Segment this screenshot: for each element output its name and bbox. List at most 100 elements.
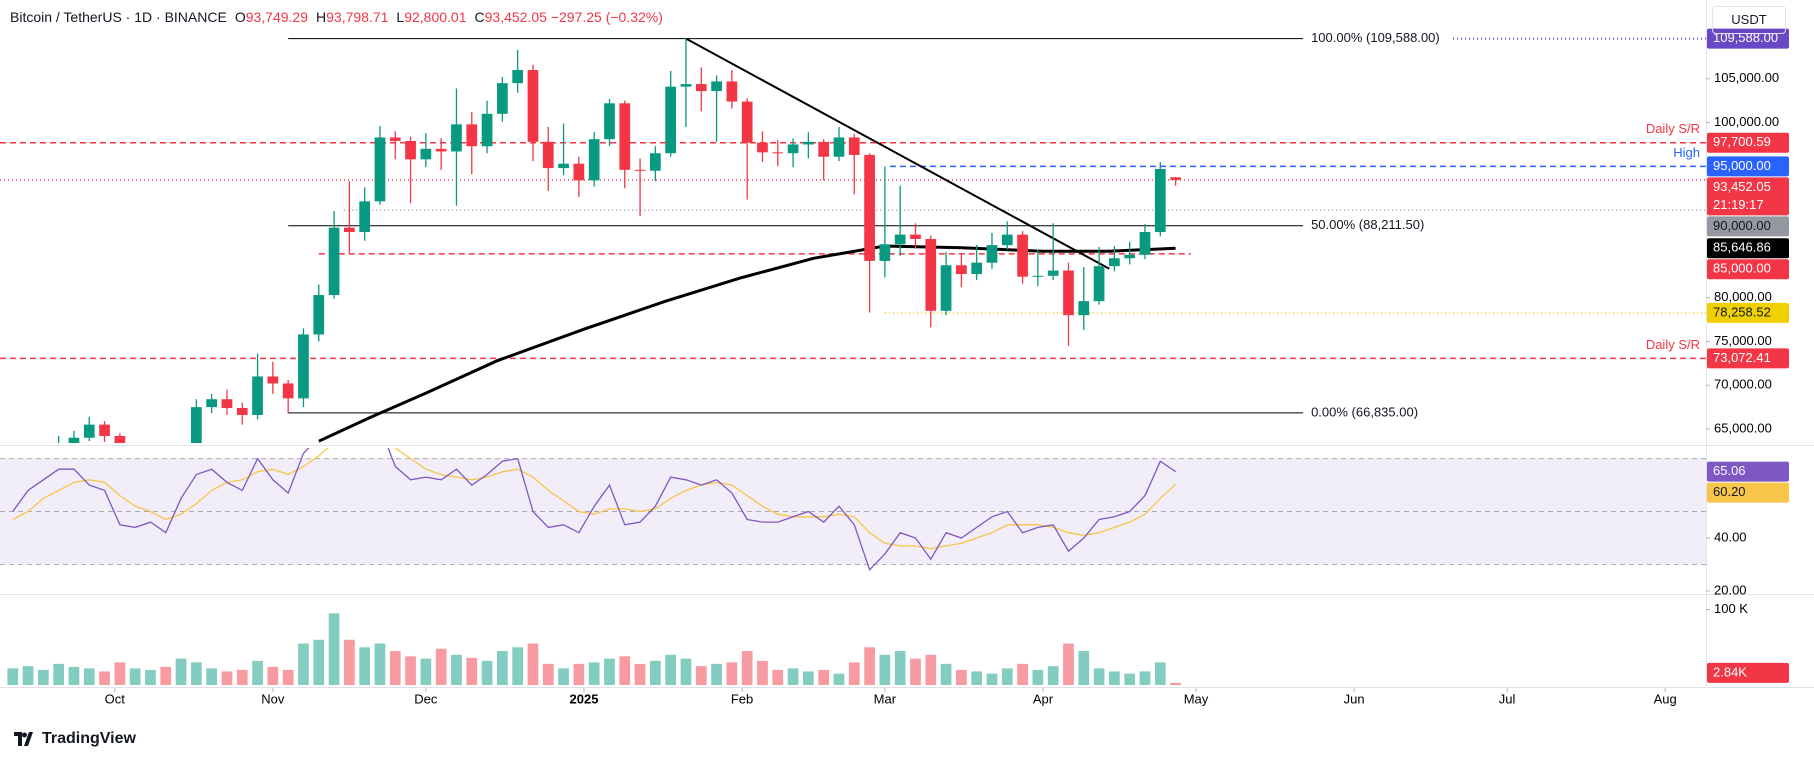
x-tick-label: Aug (1654, 691, 1677, 706)
volume-bar (420, 658, 432, 685)
candle-body (191, 407, 202, 443)
volume-bar (588, 662, 600, 685)
candle-body (803, 141, 814, 145)
volume-bar (1017, 663, 1028, 685)
candle-body (741, 101, 753, 143)
volume-bar (650, 660, 661, 685)
level-note: High (1673, 145, 1700, 160)
candle-body (619, 103, 631, 170)
volume-bar (129, 668, 141, 685)
volume-bar (7, 668, 19, 685)
volume-bar (558, 668, 569, 685)
candle-body (405, 140, 416, 160)
brand: TradingView (14, 730, 136, 748)
ohlc-value: 93,749.29 (245, 9, 308, 25)
price-badge-label: 93,452.05 (1713, 179, 1771, 194)
candle-body (818, 141, 830, 157)
volume-bar (925, 654, 937, 685)
price-badge-label: 95,000.00 (1713, 158, 1771, 173)
candle-body (757, 142, 768, 153)
currency-button[interactable]: USDT (1712, 6, 1786, 34)
volume-bar (313, 639, 325, 685)
candle-body (389, 137, 401, 141)
volume-bar (879, 654, 891, 685)
brand-logo (14, 732, 33, 746)
price-badge (1707, 461, 1789, 482)
price-badge (1707, 238, 1789, 259)
candle-body (481, 113, 493, 147)
candle-body (879, 244, 891, 261)
price-badge (1707, 302, 1789, 323)
fib-label: 50.00% (88,211.50) (1311, 217, 1424, 232)
volume-bar (175, 658, 187, 685)
candle-body (1124, 254, 1136, 259)
volume-bar (757, 660, 768, 685)
volume-bar (1139, 671, 1151, 685)
x-tick-label: Mar (874, 691, 897, 706)
price-badge-label: 85,000.00 (1713, 261, 1771, 276)
candle-body (695, 84, 707, 92)
volume-bar (527, 643, 539, 685)
y-tick-label: 70,000.00 (1714, 377, 1772, 392)
volume-bar (282, 669, 294, 685)
candle-body (206, 399, 218, 408)
candle-body (252, 376, 263, 415)
candle-body (435, 148, 447, 152)
volume-bar (374, 643, 386, 685)
rsi-ma-line (12, 448, 1177, 550)
x-tick-label: Oct (105, 691, 126, 706)
candle-body (512, 70, 524, 84)
volume-bar (451, 654, 462, 685)
price-badge (1707, 132, 1789, 153)
ohlc-key: C (474, 9, 485, 25)
candle-body (986, 245, 998, 263)
volume-bar (1063, 643, 1074, 685)
ma-line (318, 244, 1176, 443)
volume-bar (221, 671, 233, 685)
candle-body (558, 163, 569, 169)
brand-name: TradingView (42, 730, 136, 747)
volume-bar (405, 656, 416, 685)
candle-body (588, 139, 600, 181)
candle-body (1170, 177, 1181, 180)
price-badge-label: 2.84K (1713, 664, 1747, 679)
candle-body (221, 399, 233, 408)
candle-body (497, 83, 508, 114)
candle-body (451, 124, 462, 152)
volume-bar (864, 647, 875, 685)
volume-bar (37, 669, 49, 685)
ohlc-key: O (234, 9, 246, 25)
candle-body (344, 227, 355, 233)
volume-bar (1093, 668, 1105, 685)
x-tick-label: Feb (731, 691, 753, 706)
volume-bar (772, 669, 784, 685)
x-tick-label: Dec (414, 691, 438, 706)
volume-bar (114, 662, 126, 685)
volume-bar (1170, 682, 1181, 685)
candle-body (313, 295, 325, 335)
y-tick-label: 20.00 (1714, 582, 1747, 597)
level-note: Daily S/R (1646, 121, 1700, 136)
volume-bar (53, 663, 65, 685)
volume-bar (986, 673, 998, 685)
candle-body (359, 201, 371, 233)
candle-body (145, 453, 156, 456)
price-badge-label: 78,258.52 (1713, 304, 1771, 319)
candle-body (833, 137, 845, 157)
candle-body (726, 81, 738, 102)
rsi-line (12, 448, 1176, 572)
candle-body (1001, 234, 1013, 246)
candle-body (772, 152, 784, 154)
volume-bar (389, 651, 401, 685)
volume-bar (252, 660, 263, 685)
y-tick-label: 105,000.00 (1714, 70, 1779, 85)
candle-body (573, 163, 585, 181)
volume-bar (435, 648, 447, 685)
countdown: 21:19:17 (1713, 197, 1764, 212)
y-tick-label: 75,000.00 (1714, 333, 1772, 348)
y-tick-label: 40.00 (1714, 529, 1747, 544)
candle-body (894, 234, 906, 245)
candle-body (940, 265, 952, 311)
